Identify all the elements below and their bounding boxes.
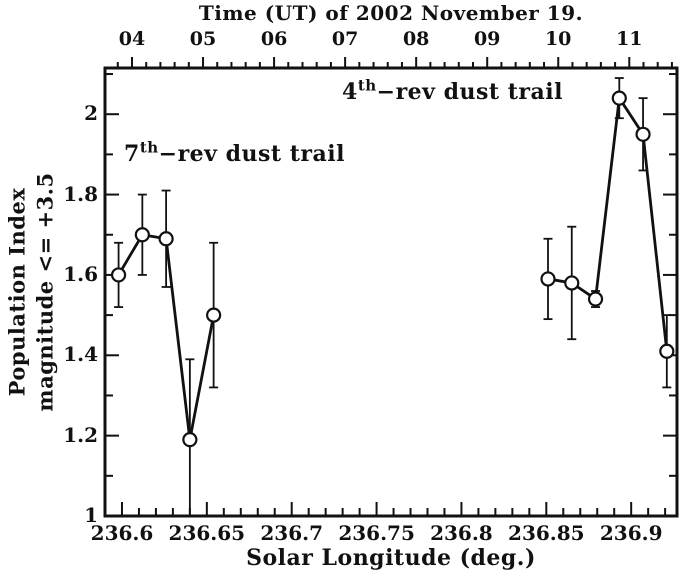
data-point-marker [158,231,174,247]
annotation-4th-rev-dust-trail: 4th−rev dust trail [342,76,563,105]
y-tick-label-1.2: 1.2 [63,422,98,447]
y-axis-title-line2: magnitude <= +3.5 [32,172,58,412]
annotation-superscript: th [139,138,159,157]
data-point-marker [564,275,580,291]
data-point-marker [635,126,651,142]
x-tick-label-236.65: 236.65 [168,521,246,545]
hour-tick-label-11: 11 [616,28,643,50]
y-tick-label-1.8: 1.8 [63,181,98,206]
y-axis-title-line1: Population Index [4,187,30,397]
annotation-base: 4 [342,79,358,105]
data-point-marker [182,432,198,448]
hour-tick-label-08: 08 [402,28,430,50]
top-axis-title: Time (UT) of 2002 November 19. [198,1,584,25]
hour-tick-label-04: 04 [118,28,146,50]
annotation-base: 7 [124,141,140,167]
x-tick-label-236.6: 236.6 [90,521,154,545]
annotation-superscript: th [357,76,377,95]
hour-tick-label-09: 09 [473,28,501,50]
plot-frame [103,66,679,518]
x-tick-label-236.9: 236.9 [599,521,663,545]
x-tick-label-236.75: 236.75 [338,521,415,545]
data-point-marker [587,291,604,307]
y-tick-label-1.4: 1.4 [63,342,98,367]
y-tick-label-1.6: 1.6 [63,261,98,286]
x-axis-title: Solar Longitude (deg.) [246,545,536,571]
data-point-marker [134,227,150,243]
data-point-marker [540,271,556,287]
annotation-rest: −rev dust trail [376,79,563,105]
annotation-7th-rev-dust-trail: 7th−rev dust trail [124,138,345,167]
hour-tick-label-05: 05 [189,28,217,50]
x-tick-label-236.85: 236.85 [508,521,585,545]
data-point-marker [659,343,675,359]
data-point-marker [206,307,222,323]
data-point-marker [110,267,127,283]
x-tick-label-236.7: 236.7 [260,521,324,545]
annotation-rest: −rev dust trail [158,141,345,167]
hour-tick-label-07: 07 [331,28,359,50]
hour-tick-label-06: 06 [260,28,288,50]
x-tick-label-236.8: 236.8 [430,521,493,545]
data-point-marker [611,90,627,106]
hour-tick-label-10: 10 [544,28,572,50]
y-tick-label-1: 1 [84,503,98,527]
y-tick-label-2: 2 [84,101,98,126]
